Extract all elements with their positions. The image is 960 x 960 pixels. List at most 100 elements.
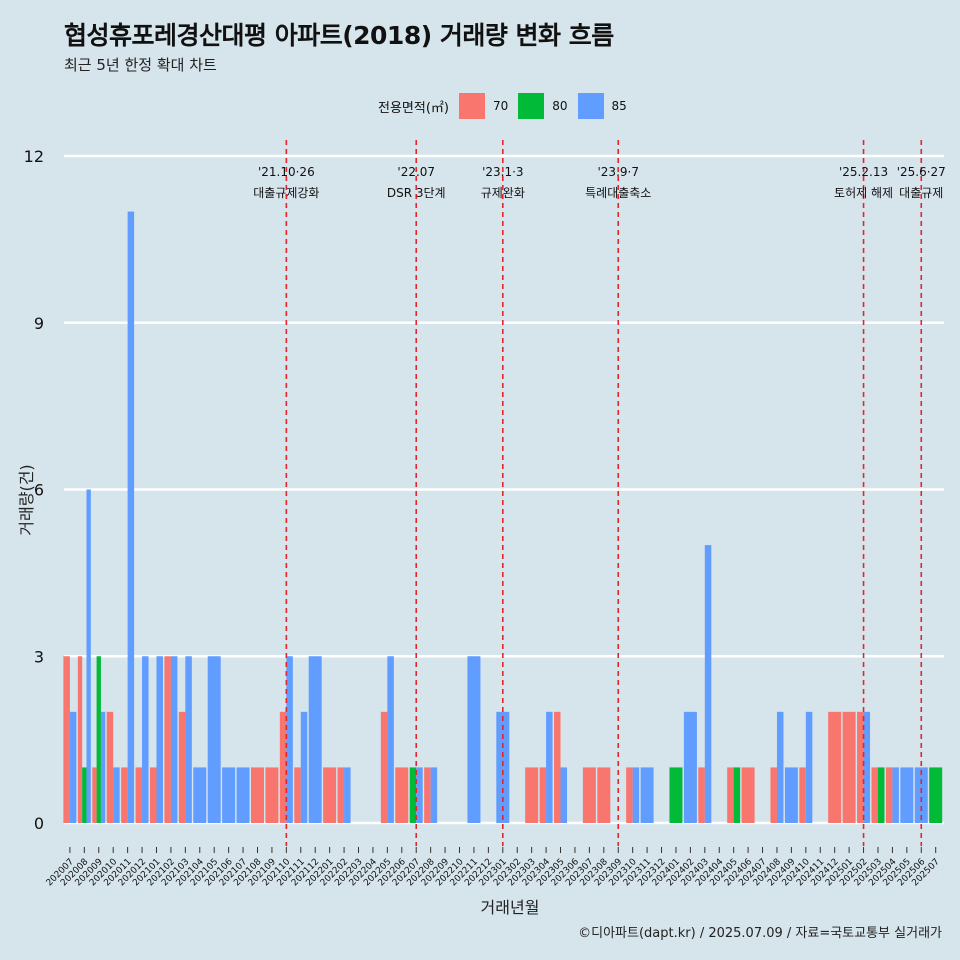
bar-202012-85 (142, 656, 149, 823)
legend-label-80: 80 (552, 99, 568, 113)
bar-202009-85 (100, 711, 106, 823)
legend-swatch-70 (458, 93, 485, 119)
bar-202507-80 (929, 767, 943, 823)
bar-202310-85 (632, 767, 640, 823)
bar-202406-70 (741, 767, 755, 823)
bar-202103-70 (178, 711, 186, 823)
bar-202008-85 (86, 489, 91, 823)
bar-202301-85 (496, 711, 510, 823)
bar-202108-70 (250, 767, 264, 823)
bar-202102-70 (164, 656, 171, 823)
event-label-2: 규제완화 (481, 186, 525, 200)
bar-202104-85 (193, 767, 207, 823)
y-tick-label: 12 (24, 147, 44, 166)
bar-202305-85 (560, 767, 568, 823)
bar-202111-85 (300, 711, 308, 823)
bar-202106-85 (222, 767, 236, 823)
bar-202205-85 (387, 656, 394, 823)
bar-202310-70 (626, 767, 633, 823)
y-tick-label: 9 (34, 314, 44, 333)
bar-202303-70 (525, 767, 539, 823)
bar-202107-85 (236, 767, 250, 823)
event-label-5: 대출규제 (899, 186, 943, 200)
x-axis-title: 거래년월 (481, 898, 540, 917)
bar-202102-85 (170, 656, 178, 823)
bar-202408-70 (770, 767, 777, 823)
bar-202211-85 (467, 656, 481, 823)
bar-202405-80 (733, 767, 741, 823)
bar-202009-70 (92, 767, 97, 823)
bar-202010-85 (113, 767, 120, 823)
bar-202506-85 (914, 767, 928, 823)
bar-202501-70 (842, 711, 856, 823)
bar-202011-85 (127, 211, 135, 824)
bar-202311-85 (640, 767, 654, 823)
bar-202008-80 (82, 767, 87, 823)
bar-202403-85 (704, 545, 712, 823)
bar-202012-70 (135, 767, 143, 823)
bar-202110-85 (286, 656, 293, 823)
bar-202208-85 (430, 767, 438, 823)
bar-202105-85 (207, 656, 221, 823)
chart-subtitle: 최근 5년 한정 확대 차트 (64, 56, 217, 74)
bar-202503-70 (871, 767, 878, 823)
bar-202504-70 (885, 767, 893, 823)
bar-202403-70 (698, 767, 705, 823)
legend-swatch-85 (577, 93, 604, 119)
bar-202409-85 (784, 767, 798, 823)
legend: 전용면적(㎡) 70 80 85 (378, 92, 637, 120)
bar-202208-70 (424, 767, 431, 823)
event-date-1: '22.07 (397, 165, 435, 179)
y-tick-label: 3 (34, 647, 44, 666)
bar-202304-85 (546, 711, 553, 823)
bar-202007-85 (69, 711, 77, 823)
bar-202201-70 (323, 767, 337, 823)
bar-202101-70 (149, 767, 157, 823)
bar-202410-85 (805, 711, 813, 823)
event-label-0: 대출규제강화 (253, 186, 319, 200)
legend-title: 전용면적(㎡) (378, 100, 449, 116)
bar-202011-70 (121, 767, 128, 823)
bar-202008-70 (77, 656, 83, 823)
bar-202503-80 (877, 767, 885, 823)
bar-202207-85 (416, 767, 423, 823)
chart-caption: ©디아파트(dapt.kr) / 2025.07.09 / 자료=국토교통부 실… (578, 926, 942, 941)
bar-202202-70 (337, 767, 345, 823)
bar-202112-85 (308, 656, 322, 823)
bar-202308-70 (597, 767, 611, 823)
legend-item-80: 80 (518, 93, 568, 119)
legend-item-70: 70 (458, 93, 509, 119)
bar-202502-70 (857, 711, 864, 823)
bar-202009-80 (96, 656, 101, 823)
y-tick-label: 6 (34, 481, 44, 500)
legend-label-85: 85 (611, 99, 627, 113)
bar-202408-85 (776, 711, 784, 823)
bar-202307-70 (582, 767, 596, 823)
bar-202402-85 (683, 711, 697, 823)
bar-202401-80 (669, 767, 683, 823)
bar-202505-85 (900, 767, 914, 823)
bar-202304-70 (539, 767, 547, 823)
bar-202109-70 (265, 767, 279, 823)
chart-title: 협성휴포레경산대평 아파트(2018) 거래량 변화 흐름 (64, 21, 614, 50)
event-label-3: 특례대출축소 (585, 186, 651, 200)
event-date-0: '21.10·26 (258, 165, 315, 179)
event-date-5: '25.6·27 (897, 165, 946, 179)
bar-202502-85 (863, 711, 871, 823)
event-date-4: '25.2.13 (839, 165, 888, 179)
bar-202205-70 (380, 711, 388, 823)
bar-202010-70 (106, 711, 114, 823)
bar-202103-85 (185, 656, 192, 823)
event-date-2: '23.1·3 (482, 165, 523, 179)
bar-202412-70 (828, 711, 842, 823)
y-tick-label: 0 (34, 814, 44, 833)
bar-202206-70 (395, 767, 409, 823)
legend-label-70: 70 (492, 99, 509, 113)
bar-202101-85 (156, 656, 163, 823)
bar-202111-70 (294, 767, 301, 823)
bar-202504-85 (892, 767, 899, 823)
y-axis-title: 거래량(건) (17, 464, 36, 535)
event-label-1: DSR 3단계 (387, 186, 446, 200)
event-date-3: '23.9·7 (598, 165, 639, 179)
